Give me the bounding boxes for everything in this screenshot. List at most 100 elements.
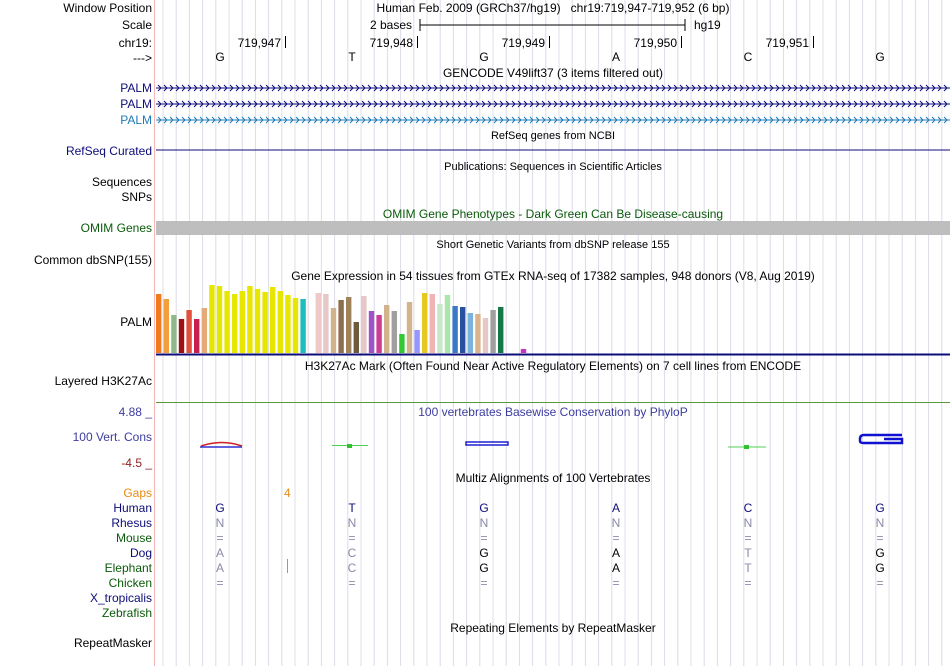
gtex-tissue-bar[interactable] <box>285 295 291 353</box>
alignment-base: N <box>347 516 357 530</box>
gtex-tissue-bar[interactable] <box>277 291 283 353</box>
species-label[interactable]: X_tropicalis <box>89 591 152 605</box>
alignment-base: A <box>611 546 620 560</box>
gencode-transcript-line[interactable] <box>156 113 950 127</box>
species-label[interactable]: Rhesus <box>111 516 152 530</box>
alignment-base: = <box>216 576 224 590</box>
alignment-base: G <box>479 546 489 560</box>
base-letter: C <box>743 50 753 64</box>
common-dbsnp-label[interactable]: Common dbSNP(155) <box>33 253 152 267</box>
gencode-transcript-label[interactable]: PALM <box>120 97 152 111</box>
gtex-tissue-bar[interactable] <box>422 293 428 353</box>
gtex-tissue-bar[interactable] <box>353 322 359 353</box>
alignment-base: G <box>875 501 885 515</box>
species-label[interactable]: Human <box>113 501 152 515</box>
gtex-tissue-bar[interactable] <box>346 297 352 353</box>
gtex-tissue-bar[interactable] <box>171 315 177 353</box>
gtex-tissue-bar[interactable] <box>262 292 268 353</box>
species-label[interactable]: Mouse <box>115 531 152 545</box>
phylop-conservation-signal[interactable] <box>156 430 950 454</box>
gtex-tissue-bar[interactable] <box>384 305 390 353</box>
refseq-track-title: RefSeq genes from NCBI <box>490 130 616 142</box>
gtex-tissue-bar[interactable] <box>399 334 405 353</box>
gtex-tissue-bar[interactable] <box>239 291 245 353</box>
gtex-tissue-bar[interactable] <box>292 298 299 353</box>
alignment-base: = <box>876 531 884 545</box>
assembly-label: hg19 <box>694 18 721 32</box>
gaps-label[interactable]: Gaps <box>123 486 152 500</box>
ruler-tick-label: 719,951 <box>765 36 809 50</box>
gtex-tissue-bar[interactable] <box>247 286 253 353</box>
gtex-tissue-bar[interactable] <box>156 294 162 353</box>
base-letter: T <box>348 50 356 64</box>
alignment-base: A <box>611 561 620 575</box>
gtex-tissue-bar[interactable] <box>338 300 344 353</box>
alignment-base: G <box>479 501 489 515</box>
gtex-tissue-bar[interactable] <box>186 310 192 353</box>
gtex-tissue-bar[interactable] <box>361 296 367 353</box>
gtex-tissue-bar[interactable] <box>270 287 276 353</box>
gtex-tissue-bar[interactable] <box>391 311 397 353</box>
gencode-transcript-label[interactable]: PALM <box>120 113 152 127</box>
gtex-tissue-bar[interactable] <box>444 295 451 353</box>
gtex-gene-label[interactable]: PALM <box>120 315 152 329</box>
gtex-tissue-bar[interactable] <box>315 293 321 353</box>
layered-h3k27ac-label[interactable]: Layered H3K27Ac <box>54 374 152 388</box>
gtex-tissue-bar[interactable] <box>414 330 420 353</box>
gtex-tissue-bar[interactable] <box>437 304 443 353</box>
refseq-curated-label[interactable]: RefSeq Curated <box>65 144 152 158</box>
phylop-track-label[interactable]: 100 Vert. Cons <box>72 430 152 444</box>
omim-genes-label[interactable]: OMIM Genes <box>80 221 152 235</box>
gtex-tissue-bar[interactable] <box>300 299 306 353</box>
gtex-tissue-bar[interactable] <box>194 319 200 353</box>
gtex-tissue-bar[interactable] <box>163 299 169 353</box>
alignment-base: N <box>611 516 621 530</box>
publications-sequences-label[interactable]: Sequences <box>91 175 152 189</box>
gtex-tissue-bar[interactable] <box>406 302 413 353</box>
base-letter: G <box>479 50 489 64</box>
alignment-base: G <box>875 546 885 560</box>
gtex-tissue-bar[interactable] <box>490 310 496 353</box>
gtex-tissue-bar[interactable] <box>232 294 238 353</box>
gtex-tissue-bar[interactable] <box>452 306 458 353</box>
gtex-tissue-bar[interactable] <box>475 314 481 353</box>
gtex-tissue-bar[interactable] <box>460 307 466 353</box>
gtex-tissue-bar[interactable] <box>482 318 489 353</box>
publications-snps-label[interactable]: SNPs <box>121 190 152 204</box>
repeatmasker-label[interactable]: RepeatMasker <box>73 636 152 650</box>
ruler-tick-mark <box>813 36 814 48</box>
species-label[interactable]: Dog <box>129 546 152 560</box>
gtex-tissue-bar[interactable] <box>178 319 185 353</box>
refseq-track[interactable] <box>156 144 950 158</box>
dbsnp-track-title: Short Genetic Variants from dbSNP releas… <box>436 239 670 251</box>
alignment-base: N <box>215 516 225 530</box>
gtex-tissue-bar[interactable] <box>254 289 261 353</box>
species-label[interactable]: Chicken <box>108 576 152 590</box>
gtex-tissue-bar[interactable] <box>224 291 230 353</box>
alignment-base: A <box>215 561 224 575</box>
gtex-tissue-bar[interactable] <box>376 315 382 353</box>
omim-phenotype-bar[interactable] <box>156 221 950 235</box>
gtex-tissue-bar[interactable] <box>330 308 337 353</box>
gtex-tissue-bar[interactable] <box>520 349 527 353</box>
species-label[interactable]: Zebrafish <box>101 606 152 620</box>
gtex-tissue-bar[interactable] <box>209 285 215 353</box>
gtex-tissue-bar[interactable] <box>323 294 329 353</box>
gtex-expression-chart[interactable] <box>156 284 950 356</box>
gencode-transcript-line[interactable] <box>156 97 950 111</box>
gtex-tissue-bar[interactable] <box>429 294 435 353</box>
gtex-tissue-bar[interactable] <box>201 308 207 353</box>
ruler-tick-mark <box>285 36 286 48</box>
alignment-base: N <box>875 516 885 530</box>
gtex-tissue-bar[interactable] <box>467 313 473 353</box>
h3k27ac-signal[interactable] <box>156 374 950 406</box>
ruler-tick-label: 719,948 <box>369 36 413 50</box>
species-label[interactable]: Elephant <box>104 561 152 575</box>
gencode-transcript-line[interactable] <box>156 81 950 95</box>
strand-label: ---> <box>133 51 152 65</box>
gencode-transcript-label[interactable]: PALM <box>120 81 152 95</box>
gtex-tissue-bar[interactable] <box>498 307 504 353</box>
gtex-tissue-bar[interactable] <box>216 286 223 353</box>
gtex-tissue-bar[interactable] <box>368 311 375 353</box>
